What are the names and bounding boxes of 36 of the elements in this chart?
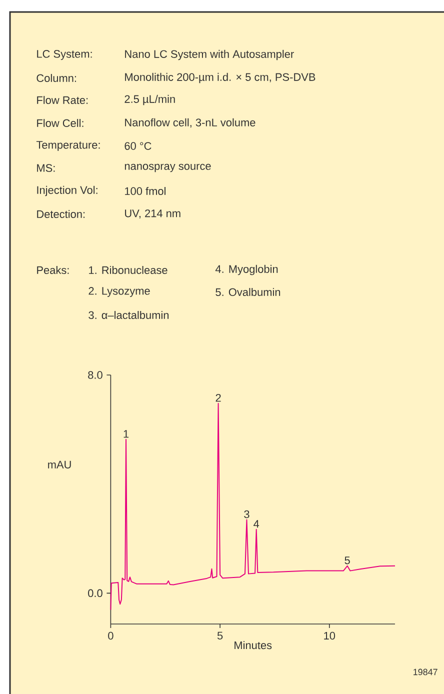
annotation: 2 (216, 394, 221, 402)
text: 1. Ribonuclease (89, 266, 168, 274)
text: Flow Cell: (37, 118, 84, 128)
x-tick-label: 0 (108, 632, 114, 640)
y-axis-title: mAU (48, 460, 71, 468)
text: MS: (37, 164, 55, 172)
annotation: 3 (244, 510, 250, 518)
x-axis-title: Minutes (234, 641, 272, 650)
x-tick-label: 5 (217, 632, 223, 640)
annotation: 1 (124, 430, 129, 438)
annotation: 4 (254, 520, 260, 528)
text: 5. Ovalbumin (216, 288, 280, 296)
text: 4. Myoglobin (215, 264, 278, 276)
y-tick-label: 0.0 (88, 589, 102, 598)
text: UV, 214 nm (125, 209, 180, 219)
line-series (110, 402, 396, 610)
text: Peaks: (37, 266, 69, 274)
text: LC System: (37, 50, 92, 60)
x-tick-label: 10 (324, 632, 336, 640)
annotation: 5 (344, 556, 350, 564)
text: Monolithic 200-µm i.d. × 5 cm, PS-DVB (125, 72, 316, 84)
text: Detection: (37, 210, 85, 218)
text: Injection Vol: (37, 186, 98, 196)
text: 19847 (414, 668, 438, 676)
text: 3. α–lactalbumin (88, 310, 169, 320)
text: 60 °C (124, 142, 152, 150)
text: Nano LC System with Autosampler (125, 50, 294, 60)
text: Flow Rate: (37, 96, 88, 104)
y-tick-label: 8.0 (88, 371, 102, 379)
text: Temperature: (36, 141, 100, 151)
text: Column: (36, 74, 76, 82)
text: 2. Lysozyme (88, 287, 150, 297)
text: nanospray source (124, 164, 211, 172)
text: 2.5 µL/min (124, 94, 175, 106)
text: 100 fmol (125, 186, 166, 196)
text: Nanoflow cell, 3-nL volume (125, 118, 256, 128)
